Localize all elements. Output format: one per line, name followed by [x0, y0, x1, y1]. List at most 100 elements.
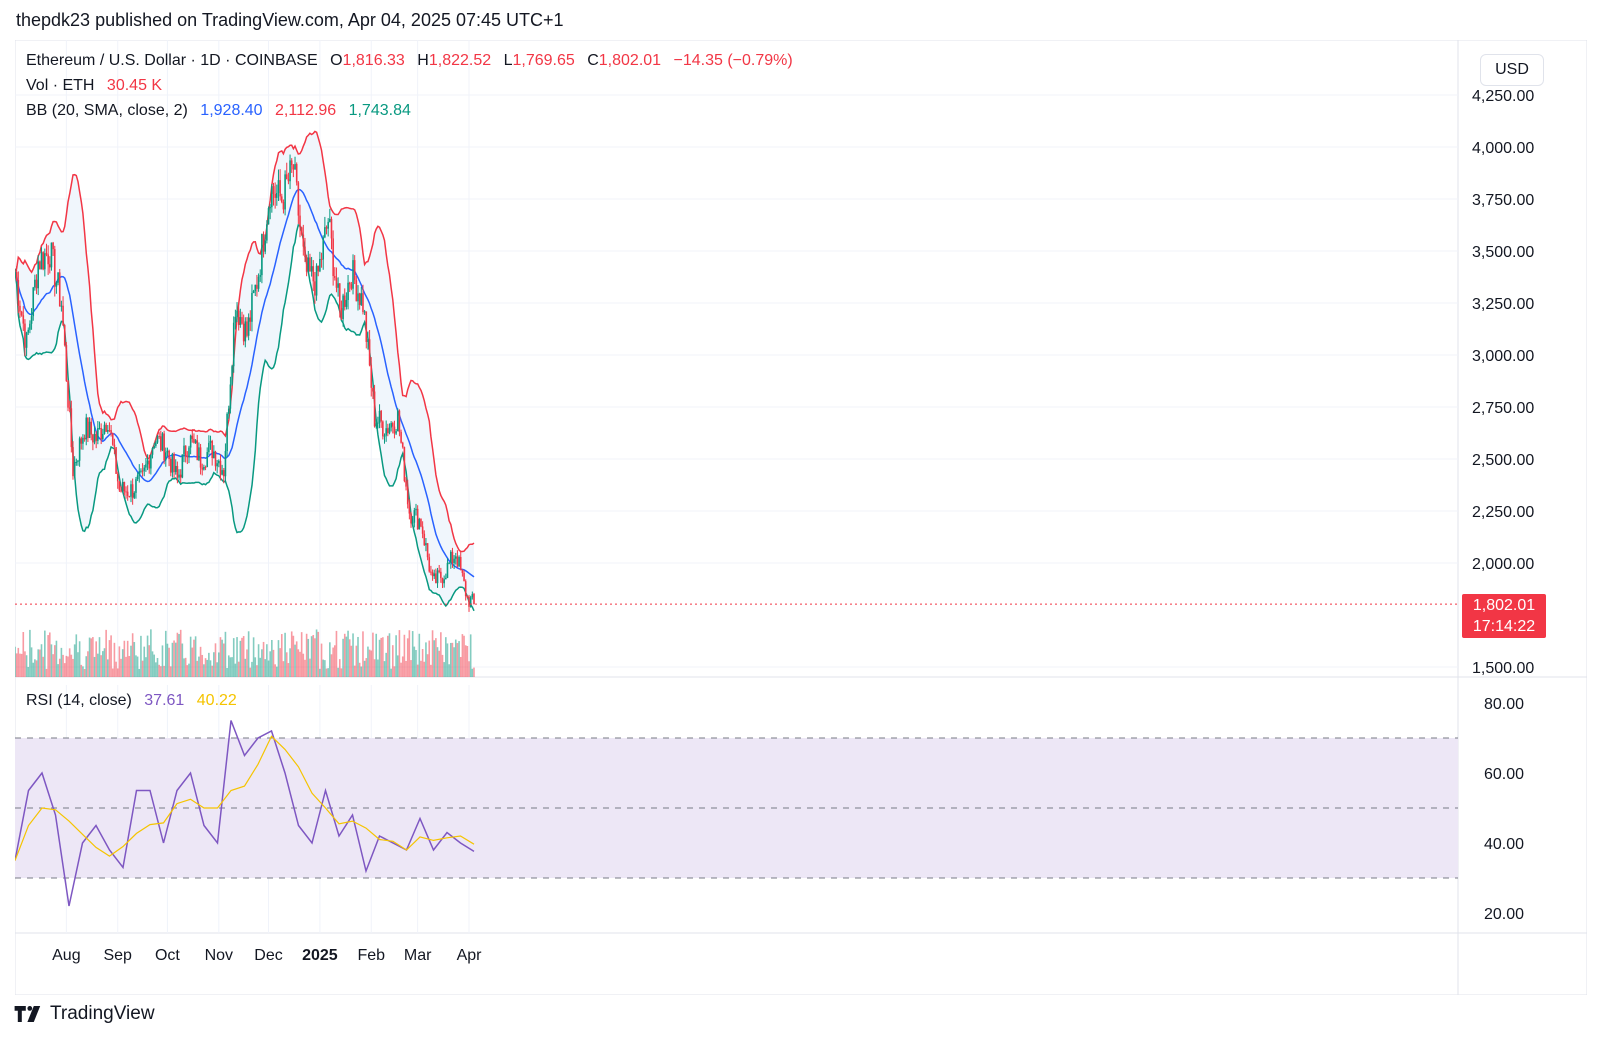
candle-body [67, 380, 69, 408]
candle-body [136, 475, 139, 480]
volume-bar [179, 629, 182, 677]
candle-body [63, 325, 66, 346]
candle-body [297, 182, 300, 216]
volume-bar [108, 640, 111, 677]
volume-bar [133, 642, 136, 677]
volume-bar [163, 665, 165, 677]
volume-bar [32, 662, 35, 677]
candle-body [309, 257, 311, 272]
candle-body [224, 451, 227, 477]
volume-bar [257, 644, 260, 677]
volume-bar [395, 635, 397, 677]
candle-body [150, 454, 152, 469]
chart-frame[interactable]: 4,250.00 4,000.00 3,750.00 3,500.00 3,250.00… [15, 40, 1587, 995]
candle-body [226, 413, 228, 452]
volume-bar [186, 665, 189, 677]
volume-bar [471, 668, 474, 677]
volume-bar [224, 631, 227, 677]
volume-bar [188, 663, 190, 677]
candle-body [436, 570, 439, 584]
candle-body [232, 322, 235, 367]
low-value: 1,769.65 [512, 52, 575, 69]
price-tick-label: 2,250.00 [1472, 504, 1534, 521]
volume-bar [206, 659, 209, 677]
volume-bar [50, 644, 53, 677]
close-label: C [587, 52, 599, 69]
price-chart[interactable]: 4,250.00 4,000.00 3,750.00 3,500.00 3,250.00… [15, 40, 1587, 995]
volume-bar [103, 648, 106, 677]
candle-body [168, 450, 170, 460]
candle-body [423, 533, 426, 546]
volume-bar [380, 637, 382, 677]
volume-bar [261, 649, 263, 677]
volume-bar [247, 631, 250, 677]
candle-body [396, 410, 399, 432]
candle-body [401, 442, 404, 448]
volume-bar [15, 646, 16, 677]
candle-body [453, 558, 455, 564]
candle-body [370, 365, 373, 388]
volume-bar [365, 658, 368, 677]
volume-bar [340, 668, 343, 677]
candle-body [116, 473, 119, 482]
currency-button[interactable]: USD [1480, 54, 1544, 86]
volume-bar [367, 646, 369, 677]
candle-body [377, 422, 379, 424]
volume-bar [184, 657, 187, 677]
volume-bar [148, 645, 151, 677]
candle-body [430, 571, 432, 573]
volume-bar [249, 667, 252, 677]
candle-body [378, 410, 381, 423]
volume-bar [151, 651, 154, 677]
volume-bar [27, 666, 30, 677]
volume-bar [378, 639, 381, 677]
candle-body [314, 281, 316, 296]
candle-body [305, 257, 308, 272]
volume-bar [385, 652, 387, 677]
time-tick-label: Apr [457, 947, 483, 964]
volume-bar [324, 660, 326, 677]
candle-body [138, 471, 141, 476]
volume-bar [317, 631, 320, 677]
candle-body [121, 481, 124, 492]
volume-bar [97, 653, 99, 677]
candle-body [269, 207, 271, 209]
candle-body [191, 435, 194, 439]
rsi-tick-label: 80.00 [1484, 696, 1524, 713]
candle-body [350, 284, 353, 289]
volume-bar [85, 656, 88, 677]
volume-bar [95, 641, 97, 677]
volume-bar [93, 656, 96, 677]
candle-body [393, 426, 396, 434]
volume-bar [35, 660, 38, 677]
candle-body [342, 295, 344, 320]
volume-bar [276, 666, 278, 677]
volume-bar [60, 647, 63, 677]
candle-body [30, 316, 33, 324]
volume-bar [325, 668, 328, 677]
volume-bar [87, 651, 89, 677]
volume-bar [292, 635, 295, 677]
candle-body [473, 594, 475, 605]
candle-body [201, 467, 204, 470]
volume-bar [173, 640, 175, 677]
candle-body [234, 316, 237, 323]
volume-bar [252, 637, 255, 677]
tradingview-logo[interactable]: TradingView [14, 1003, 155, 1025]
candle-body [375, 423, 378, 427]
volume-bar [168, 647, 170, 677]
candle-body [327, 221, 329, 229]
bollinger-lower-line [15, 223, 475, 612]
bollinger-band-fill [15, 131, 474, 611]
volume-bar [131, 633, 134, 677]
candle-body [368, 339, 371, 366]
volume-bar [39, 649, 41, 677]
volume-bar [363, 660, 366, 677]
candle-body [106, 430, 109, 432]
candle-body [102, 433, 104, 440]
volume-bar [453, 647, 455, 677]
volume-bar [164, 630, 167, 677]
candle-body [302, 234, 305, 247]
volume-bar [413, 646, 416, 677]
candle-body [383, 435, 386, 437]
